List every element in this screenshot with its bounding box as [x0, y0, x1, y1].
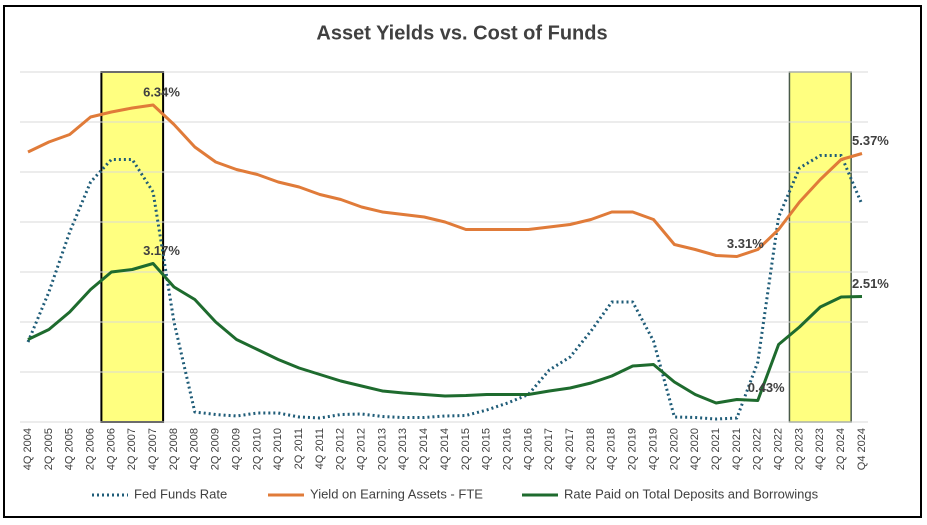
x-tick-label: 2Q 2015 — [460, 428, 472, 470]
x-tick-label: 4Q 2019 — [647, 428, 659, 470]
x-tick-label: 2Q 2007 — [126, 428, 138, 470]
x-tick-label: 4Q 2017 — [564, 428, 576, 470]
highlight-box — [788, 71, 852, 423]
series-line — [27, 262, 863, 405]
x-tick-label: 4Q 2008 — [189, 428, 201, 470]
x-tick-label: 2Q 2008 — [168, 428, 180, 470]
x-tick-label: 4Q 2020 — [689, 428, 701, 470]
x-tick-label: 2Q 2017 — [543, 428, 555, 470]
legend-label: Fed Funds Rate — [134, 486, 227, 501]
x-tick-label: 2Q 2023 — [793, 428, 805, 470]
x-tick-label: 4Q 2007 — [147, 428, 159, 470]
x-tick-label: 4Q 2023 — [814, 428, 826, 470]
series-line — [27, 103, 863, 258]
x-tick-label: 4Q 2012 — [356, 428, 368, 470]
x-tick-label: 2Q 2014 — [418, 428, 430, 470]
x-tick-label: 4Q 2006 — [105, 428, 117, 470]
x-tick-label: 2Q 2019 — [627, 428, 639, 470]
data-label: 2.51% — [852, 276, 889, 291]
data-label: 3.17% — [143, 243, 180, 258]
x-tick-label: 2Q 2006 — [84, 428, 96, 470]
x-tick-label: 4Q 2013 — [397, 428, 409, 470]
x-tick-label: 2Q 2021 — [710, 428, 722, 470]
chart-title: Asset Yields vs. Cost of Funds — [316, 22, 607, 44]
x-tick-label: Q4 2024 — [856, 428, 868, 470]
data-label: 3.31% — [727, 236, 764, 251]
legend-label: Yield on Earning Assets - FTE — [310, 486, 483, 501]
x-tick-label: 4Q 2010 — [272, 428, 284, 470]
x-tick-label: 4Q 2011 — [314, 428, 326, 469]
x-tick-label: 2Q 2010 — [251, 428, 263, 470]
x-tick-label: 4Q 2018 — [606, 428, 618, 470]
x-tick-label: 4Q 2009 — [230, 428, 242, 470]
x-tick-label: 2Q 2012 — [335, 428, 347, 470]
x-tick-label: 4Q 2005 — [64, 428, 76, 470]
x-tick-label: 4Q 2021 — [731, 428, 743, 470]
highlight-box — [100, 71, 165, 423]
x-tick-label: 2Q 2020 — [668, 428, 680, 470]
x-tick-label: 4Q 2022 — [773, 428, 785, 470]
x-tick-label: 4Q 2015 — [481, 428, 493, 470]
legend-label: Rate Paid on Total Deposits and Borrowin… — [564, 486, 819, 501]
x-tick-label: 2Q 2016 — [501, 428, 513, 470]
x-tick-label: 4Q 2014 — [439, 428, 451, 470]
data-label: 5.37% — [852, 133, 889, 148]
data-label: 0.43% — [748, 380, 785, 395]
x-tick-label: 2Q 2024 — [835, 428, 847, 470]
x-tick-label: 4Q 2004 — [22, 428, 34, 470]
x-tick-label: 2Q 2018 — [585, 428, 597, 470]
x-tick-label: 2Q 2013 — [376, 428, 388, 470]
x-tick-label: 2Q 2005 — [43, 428, 55, 470]
x-tick-label: 2Q 2009 — [210, 428, 222, 470]
x-tick-label: 2Q 2022 — [752, 428, 764, 470]
x-tick-label: 2Q 2011 — [293, 428, 305, 469]
data-label: 6.34% — [143, 84, 180, 99]
x-tick-label: 4Q 2016 — [522, 428, 534, 470]
